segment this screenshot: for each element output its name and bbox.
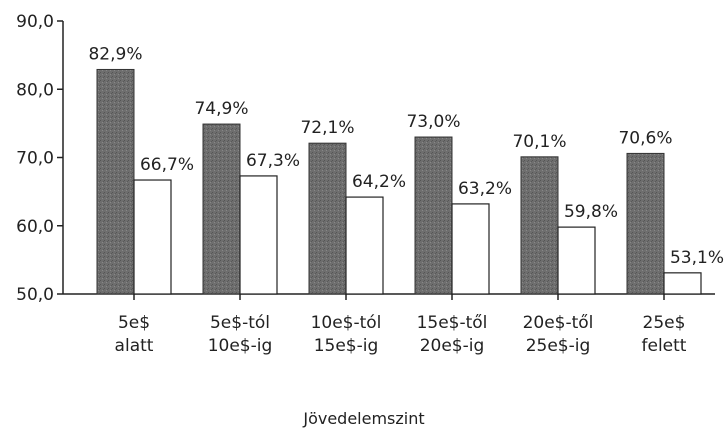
bar-series-2 [663,272,702,295]
y-tick-label: 80,0 [16,80,54,100]
category-label: 10e$-ig [208,336,273,356]
data-label-series-2: 63,2% [458,179,512,199]
y-tick-label: 90,0 [16,12,54,32]
data-label-series-2: 66,7% [140,155,194,175]
bar-series-2 [133,179,172,295]
category-label: 5e$ [118,313,150,333]
labels: 82,9% 66,7% 5e$ alatt 74,9% 67,3% 5e$-tól 10e$-… [88,44,724,356]
category-label: 25e$ [643,313,686,333]
bar-series-1 [308,142,347,295]
category-label: 20e$-től [523,313,594,333]
data-label-series-2: 59,8% [564,202,618,222]
bar-series-1 [520,156,559,295]
data-label-series-1: 70,6% [618,128,672,148]
axes: 50,0 60,0 70,0 80,0 90,0 [16,12,715,305]
category-label: 20e$-ig [420,336,485,356]
bar-series-2 [239,175,278,295]
x-axis-title: Jövedelemszint [302,409,424,428]
category-label: 10e$-tól [311,313,382,333]
bar-series-2 [557,226,596,295]
category-label: 5e$-tól [210,313,270,333]
bars [96,68,702,295]
data-label-series-1: 70,1% [512,132,566,152]
category-label: 15e$-ig [314,336,379,356]
data-label-series-2: 53,1% [670,248,724,268]
data-label-series-1: 73,0% [406,112,460,132]
bar-series-1 [96,68,135,295]
data-label-series-1: 74,9% [194,99,248,119]
y-tick-label: 50,0 [16,285,54,305]
data-label-series-2: 64,2% [352,172,406,192]
bar-series-1 [414,136,453,295]
category-label: 15e$-től [417,313,488,333]
y-tick-label: 60,0 [16,217,54,237]
data-label-series-1: 72,1% [300,118,354,138]
bar-series-2 [345,196,384,295]
y-tick-label: 70,0 [16,149,54,169]
bar-series-1 [202,123,241,295]
category-label: alatt [115,336,154,356]
data-label-series-1: 82,9% [88,44,142,64]
category-label: 25e$-ig [526,336,591,356]
bar-series-1 [626,152,665,295]
category-label: felett [642,336,687,356]
data-label-series-2: 67,3% [246,151,300,171]
bar-series-2 [451,203,490,295]
